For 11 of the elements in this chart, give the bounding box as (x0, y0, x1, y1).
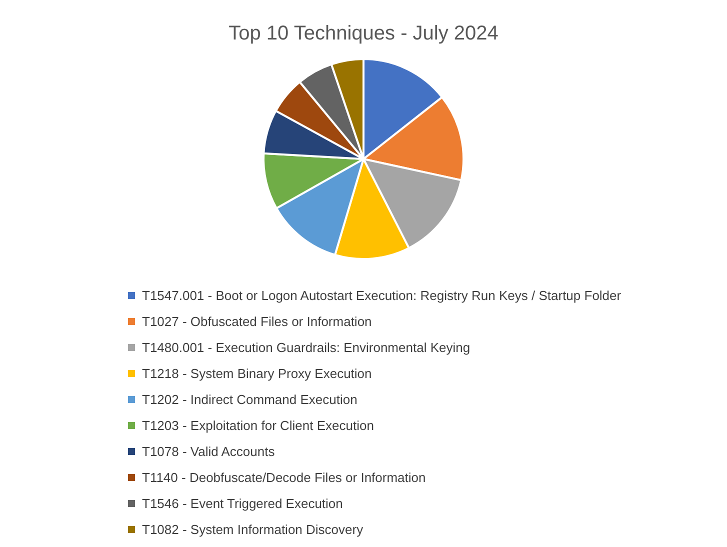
legend-label: T1546 - Event Triggered Execution (142, 496, 343, 510)
legend-label: T1203 - Exploitation for Client Execution (142, 418, 374, 432)
legend-label: T1547.001 - Boot or Logon Autostart Execution: Registry Run Keys / Startup Folder (142, 288, 622, 302)
legend-label: T1078 - Valid Accounts (142, 444, 275, 458)
chart-title: Top 10 Techniques - July 2024 (228, 22, 498, 45)
legend-label: T1218 - System Binary Proxy Execution (142, 366, 372, 380)
legend-label: T1480.001 - Execution Guardrails: Environmental Keying (142, 340, 470, 354)
legend-label: T1202 - Indirect Command Execution (142, 392, 358, 406)
legend-label: T1082 - System Information Discovery (142, 522, 364, 536)
legend-label: T1140 - Deobfuscate/Decode Files or Information (142, 470, 426, 484)
legend-label: T1027 - Obfuscated Files or Information (142, 314, 372, 328)
